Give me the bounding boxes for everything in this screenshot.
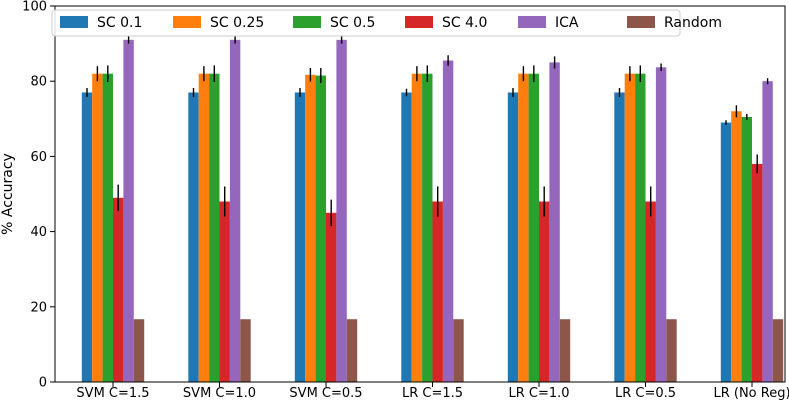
bar-sc-0-5-4 bbox=[528, 73, 539, 383]
bar-sc-0-25-3 bbox=[411, 73, 423, 383]
x-axis: SVM C=1.5 SVM C=1.0 SVM C=0.5 LR C=1.5 LR C=… bbox=[76, 382, 789, 400]
x-tick-label-5: LR C=0.5 bbox=[615, 386, 676, 400]
bar-ica-5 bbox=[655, 67, 667, 382]
legend-label-1: SC 0.25 bbox=[210, 15, 264, 31]
y-axis-label: % Accuracy bbox=[0, 153, 16, 235]
legend-label-0: SC 0.1 bbox=[97, 15, 142, 31]
legend-swatch-4 bbox=[518, 16, 546, 28]
bar-sc-4-0-6 bbox=[752, 163, 763, 382]
legend-swatch-0 bbox=[60, 16, 88, 28]
bar-sc-0-25-0 bbox=[92, 73, 103, 383]
bar-sc-0-5-5 bbox=[635, 73, 646, 383]
plot-frame bbox=[54, 5, 786, 383]
error-bars-layer bbox=[86, 36, 769, 226]
bar-sc-0-25-4 bbox=[518, 73, 529, 383]
bar-sc-0-25-1 bbox=[198, 73, 210, 383]
y-tick-label-20: 20 bbox=[30, 300, 47, 315]
bar-sc-0-5-0 bbox=[102, 73, 113, 383]
legend-label-3: SC 4.0 bbox=[442, 15, 487, 31]
y-axis: 0 20 40 60 80 100 bbox=[22, 0, 55, 391]
legend-swatch-1 bbox=[173, 16, 201, 28]
bar-sc-0-5-1 bbox=[209, 73, 220, 383]
bar-sc-0-5-3 bbox=[422, 73, 433, 383]
legend-label-2: SC 0.5 bbox=[330, 15, 375, 31]
bar-sc-0-25-2 bbox=[305, 74, 316, 382]
bar-sc-4-0-5 bbox=[645, 201, 656, 382]
legend-label-4: ICA bbox=[555, 15, 579, 31]
bar-sc-0-1-1 bbox=[188, 92, 199, 382]
bar-ica-0 bbox=[123, 39, 134, 383]
bar-random-0 bbox=[133, 319, 145, 382]
bar-sc-4-0-2 bbox=[326, 212, 337, 382]
bar-ica-6 bbox=[762, 81, 773, 382]
y-tick-label-60: 60 bbox=[30, 150, 47, 165]
bar-sc-0-1-4 bbox=[507, 92, 519, 382]
bar-sc-4-0-3 bbox=[432, 201, 443, 382]
bar-ica-2 bbox=[336, 39, 347, 383]
bar-sc-4-0-1 bbox=[219, 201, 230, 382]
bar-ica-4 bbox=[549, 62, 560, 383]
y-tick-label-40: 40 bbox=[30, 225, 47, 240]
bar-sc-0-1-2 bbox=[294, 92, 306, 382]
bar-sc-0-25-6 bbox=[731, 111, 742, 382]
legend: SC 0.1 SC 0.25 SC 0.5 SC 4.0 ICA Random bbox=[51, 9, 722, 37]
x-tick-label-3: LR C=1.5 bbox=[402, 386, 463, 400]
bar-sc-0-1-5 bbox=[614, 92, 625, 382]
bar-sc-0-1-3 bbox=[401, 92, 412, 382]
y-tick-label-100: 100 bbox=[22, 0, 47, 15]
x-tick-label-6: LR (No Reg) bbox=[713, 386, 789, 400]
bar-sc-0-5-2 bbox=[315, 75, 326, 382]
bar-ica-3 bbox=[442, 60, 454, 383]
legend-swatch-3 bbox=[405, 16, 433, 28]
x-tick-label-4: LR C=1.0 bbox=[508, 386, 569, 400]
bars-layer bbox=[81, 39, 784, 383]
bar-random-4 bbox=[559, 319, 571, 382]
legend-swatch-2 bbox=[293, 16, 321, 28]
legend-swatch-5 bbox=[627, 16, 655, 28]
x-tick-label-2: SVM C=0.5 bbox=[289, 386, 362, 400]
bar-sc-0-1-6 bbox=[720, 122, 732, 382]
bar-sc-4-0-4 bbox=[539, 201, 550, 382]
bar-random-2 bbox=[346, 319, 358, 382]
bar-sc-0-25-5 bbox=[624, 73, 636, 383]
x-tick-label-1: SVM C=1.0 bbox=[183, 386, 256, 400]
bar-random-5 bbox=[666, 319, 677, 382]
bar-sc-0-5-6 bbox=[741, 116, 752, 383]
legend-label-5: Random bbox=[664, 15, 722, 31]
bar-random-1 bbox=[240, 319, 251, 382]
bar-sc-4-0-0 bbox=[113, 197, 124, 382]
bar-ica-1 bbox=[229, 39, 241, 383]
bar-sc-0-1-0 bbox=[81, 92, 93, 382]
y-tick-label-0: 0 bbox=[39, 376, 47, 391]
y-tick-label-80: 80 bbox=[30, 75, 47, 90]
bar-random-6 bbox=[772, 319, 784, 382]
bar-random-3 bbox=[453, 319, 464, 382]
x-tick-label-0: SVM C=1.5 bbox=[76, 386, 149, 400]
